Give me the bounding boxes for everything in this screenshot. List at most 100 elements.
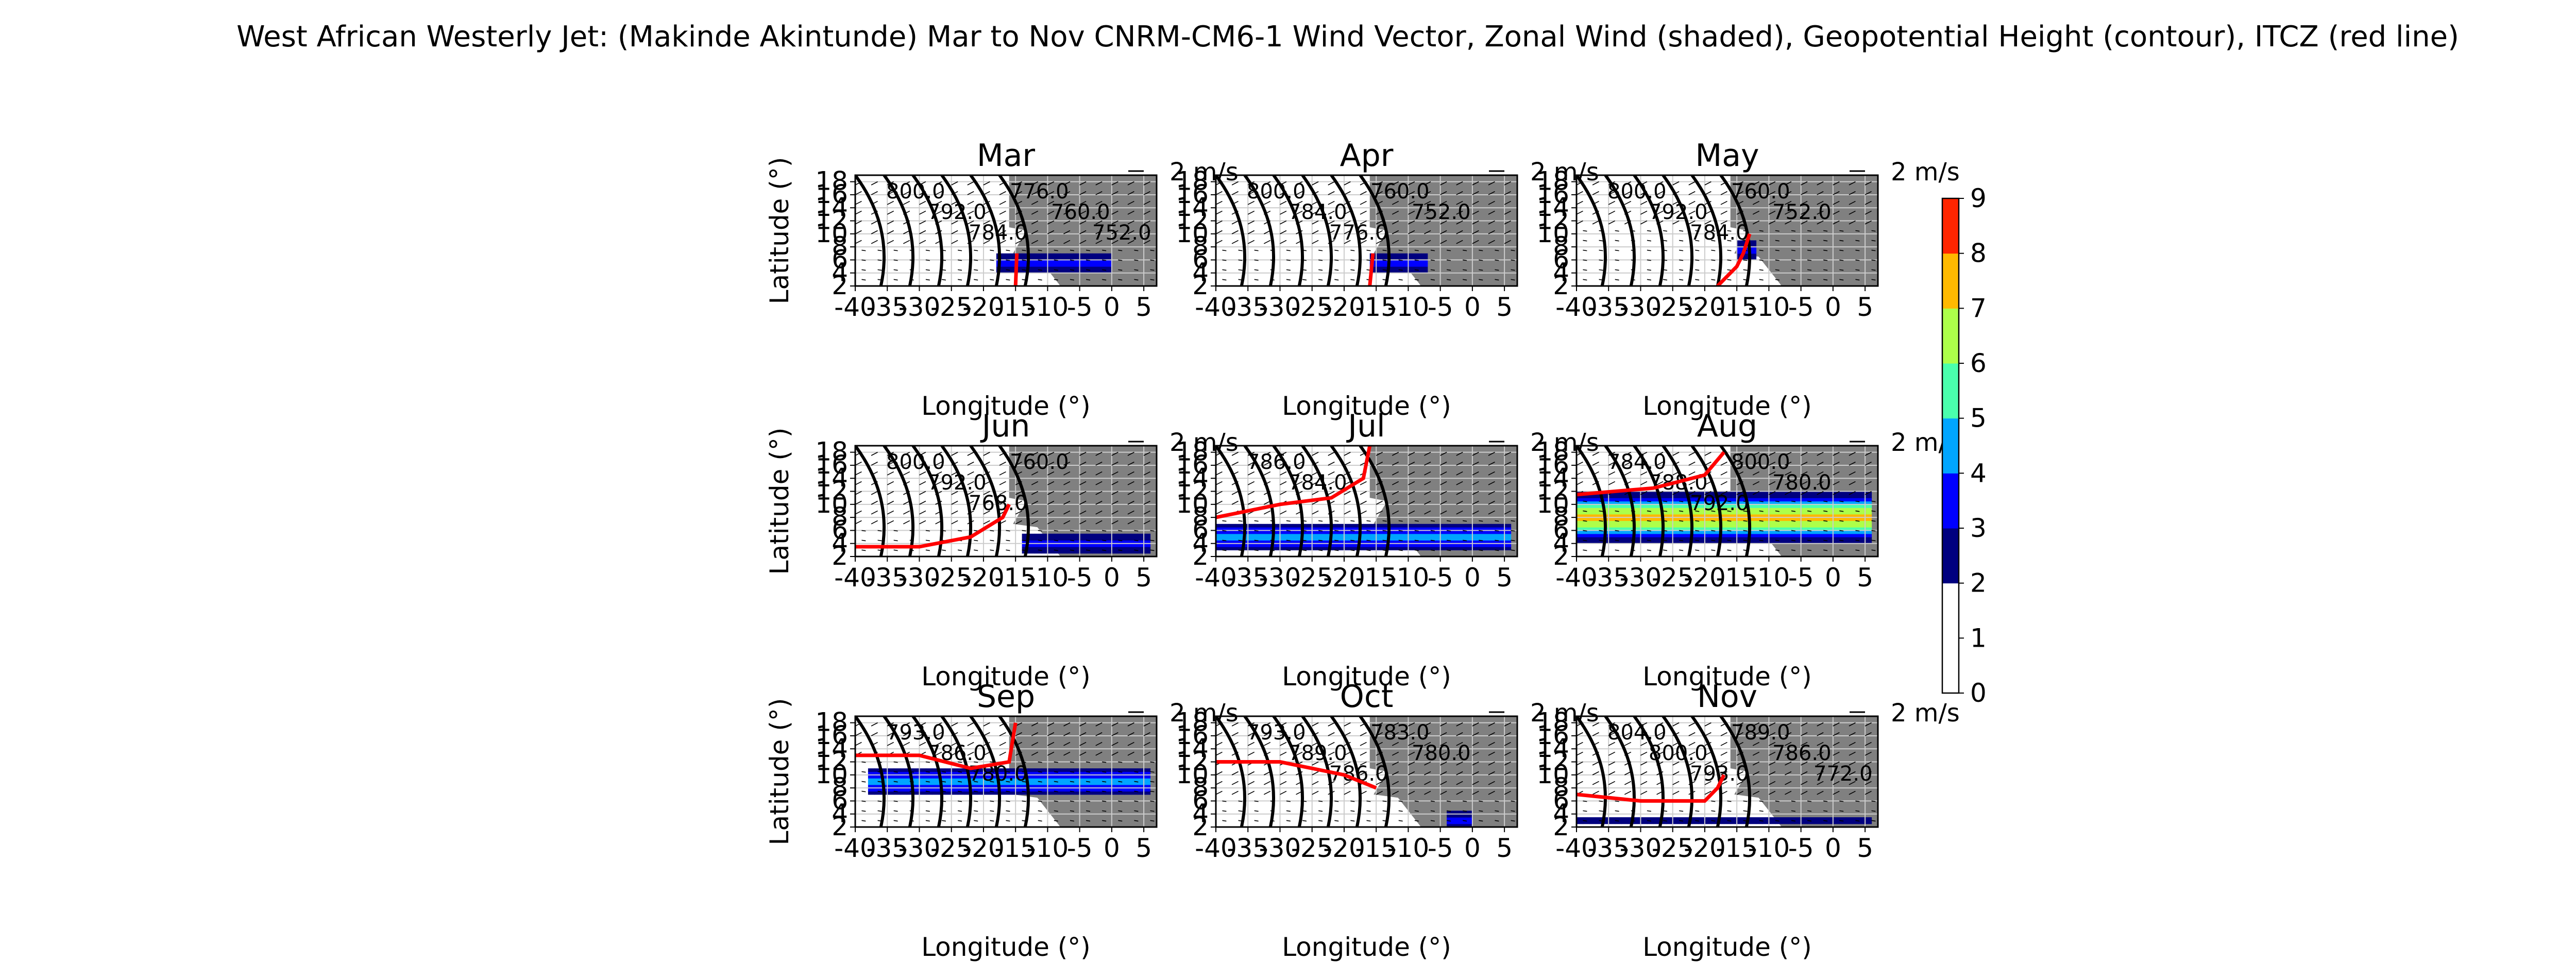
- zonal-wind-cell: [1724, 524, 1731, 528]
- wind-vector: [1456, 510, 1463, 515]
- zonal-wind-cell: [1047, 768, 1055, 772]
- zonal-wind-cell: [1756, 540, 1763, 544]
- zonal-wind-cell: [1775, 501, 1782, 505]
- zonal-wind-cell: [1028, 257, 1036, 261]
- wind-vector: [1823, 539, 1828, 542]
- zonal-wind-cell: [1596, 537, 1603, 541]
- zonal-wind-cell: [893, 781, 901, 785]
- wind-vector: [1727, 530, 1732, 532]
- x-tick-label: -35: [866, 833, 908, 863]
- wind-vector: [1833, 200, 1840, 205]
- figure-title: West African Westerly Jet: (Makinde Akin…: [236, 20, 2459, 54]
- zonal-wind-cell: [1782, 508, 1789, 512]
- zonal-wind-cell: [1022, 543, 1029, 547]
- zonal-wind-cell: [1807, 540, 1815, 544]
- zonal-wind-cell: [1596, 540, 1603, 544]
- wind-vector: [903, 191, 910, 195]
- zonal-wind-cell: [1820, 537, 1827, 541]
- wind-vector: [1070, 781, 1074, 783]
- contour-label: 784.0: [1690, 221, 1749, 245]
- wind-vector: [983, 751, 990, 756]
- zonal-wind-cell: [1293, 524, 1300, 528]
- zonal-wind-cell: [868, 771, 875, 775]
- wind-vector: [1424, 741, 1431, 746]
- wind-vector: [951, 230, 958, 234]
- zonal-wind-cell: [1060, 788, 1067, 792]
- wind-vector: [1398, 269, 1403, 271]
- wind-vector: [1344, 220, 1351, 225]
- x-tick-label: -15: [1716, 563, 1758, 593]
- zonal-wind-cell: [1788, 524, 1795, 528]
- wind-vector: [1801, 781, 1808, 785]
- zonal-wind-cell: [906, 778, 913, 782]
- wind-vector: [1392, 741, 1399, 746]
- zonal-wind-cell: [1672, 494, 1680, 498]
- wind-vector: [1615, 240, 1619, 242]
- wind-vector: [1752, 471, 1760, 476]
- wind-vector: [1312, 210, 1319, 215]
- zonal-wind-cell: [1583, 524, 1590, 528]
- zonal-wind-cell: [1092, 269, 1099, 274]
- wind-vector: [1440, 461, 1447, 466]
- zonal-wind-cell: [1124, 788, 1131, 792]
- zonal-wind-cell: [1692, 540, 1699, 544]
- zonal-wind-cell: [1692, 527, 1699, 531]
- x-tick-label: -15: [994, 563, 1037, 593]
- wind-vector: [1440, 471, 1447, 476]
- zonal-wind-cell: [1363, 547, 1370, 550]
- zonal-wind-cell: [1589, 511, 1596, 515]
- zonal-wind-cell: [1737, 494, 1744, 498]
- zonal-wind-cell: [1492, 527, 1499, 531]
- wind-vector: [1408, 210, 1415, 215]
- zonal-wind-cell: [1704, 817, 1711, 821]
- zonal-wind-cell: [1589, 501, 1596, 505]
- wind-vector: [909, 761, 914, 763]
- zonal-wind-cell: [932, 788, 939, 792]
- wind-vector: [1015, 230, 1022, 234]
- zonal-wind-cell: [1647, 491, 1654, 495]
- wind-vector: [1038, 530, 1042, 532]
- zonal-wind-cell: [1105, 253, 1112, 257]
- zonal-wind-cell: [1775, 514, 1782, 518]
- zonal-wind-cell: [1079, 266, 1087, 270]
- wind-vector: [1063, 751, 1071, 756]
- zonal-wind-cell: [1628, 508, 1635, 512]
- zonal-wind-cell: [1047, 260, 1055, 264]
- zonal-wind-cell: [1762, 511, 1770, 515]
- zonal-wind-cell: [1447, 540, 1454, 544]
- x-axis-label: Longitude (°): [1282, 932, 1451, 962]
- zonal-wind-cell: [951, 791, 958, 795]
- zonal-wind-cell: [1845, 540, 1853, 544]
- x-tick-label: 0: [1825, 563, 1841, 593]
- panel-title: Jun: [980, 408, 1030, 444]
- zonal-wind-cell: [1286, 540, 1293, 544]
- zonal-wind-cell: [1852, 820, 1859, 824]
- zonal-wind-cell: [1073, 791, 1080, 795]
- zonal-wind-cell: [1833, 517, 1840, 521]
- zonal-wind-cell: [1698, 820, 1705, 824]
- wind-vector: [1047, 210, 1055, 215]
- wind-vector: [1695, 500, 1700, 502]
- wind-vector: [1759, 269, 1764, 271]
- zonal-wind-cell: [1788, 527, 1795, 531]
- zonal-wind-cell: [1086, 533, 1093, 537]
- zonal-wind-cell: [1679, 540, 1686, 544]
- zonal-wind-cell: [1794, 504, 1802, 508]
- wind-vector: [1111, 722, 1118, 727]
- zonal-wind-cell: [1248, 524, 1255, 528]
- zonal-wind-cell: [1254, 543, 1261, 547]
- wind-vector: [1376, 790, 1383, 795]
- wind-vector: [1833, 181, 1840, 186]
- zonal-wind-cell: [932, 784, 939, 788]
- wind-vector: [861, 539, 866, 542]
- geopotential-contour: [855, 175, 886, 286]
- zonal-wind-cell: [1105, 768, 1112, 772]
- zonal-wind-cell: [1222, 543, 1229, 547]
- wind-vector: [871, 451, 878, 456]
- wind-vector: [893, 539, 898, 542]
- x-tick-label: -30: [899, 292, 941, 322]
- wind-vector: [855, 471, 862, 476]
- wind-vector: [1143, 210, 1150, 215]
- wind-vector: [1704, 722, 1711, 727]
- zonal-wind-cell: [900, 774, 907, 779]
